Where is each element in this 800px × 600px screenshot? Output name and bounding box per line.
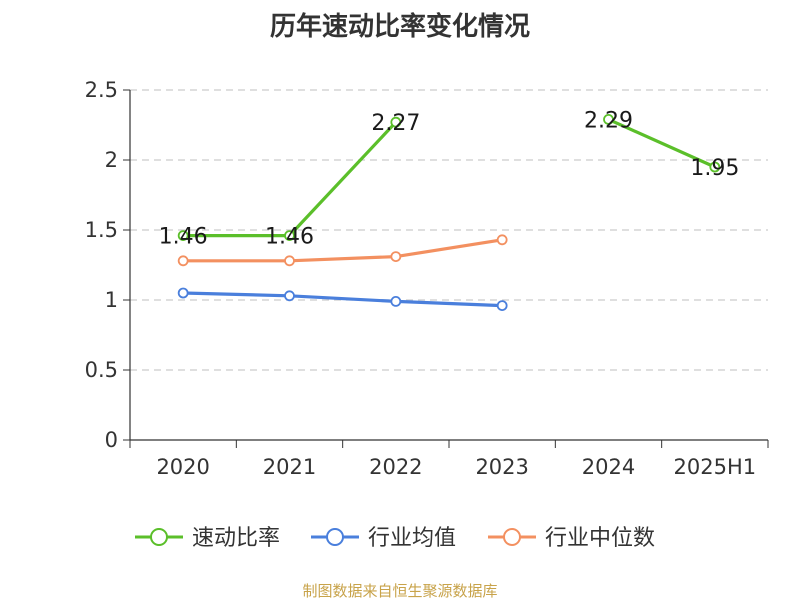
- y-tick-label: 0.5: [85, 358, 118, 382]
- x-tick-label: 2023: [475, 455, 528, 479]
- legend-swatch-marker: [503, 528, 521, 546]
- data-point: [390, 251, 402, 263]
- y-tick-label: 2.5: [85, 78, 118, 102]
- series-line: [181, 291, 504, 308]
- data-point: [177, 230, 189, 242]
- chart-title: 历年速动比率变化情况: [270, 11, 530, 42]
- series-line: [606, 117, 717, 169]
- data-point: [177, 255, 189, 267]
- legend-item-1: 行业均值: [311, 526, 456, 551]
- data-label: 1.95: [690, 156, 739, 181]
- x-tick-label: 2020: [156, 455, 209, 479]
- series-line: [181, 120, 398, 238]
- data-point: [284, 230, 295, 242]
- data-point: [284, 255, 295, 267]
- legend-swatch-marker: [326, 528, 344, 546]
- y-tick-label: 1.5: [85, 218, 118, 242]
- y-tick-label: 0: [105, 428, 118, 452]
- legend-item-0: 速动比率: [135, 526, 280, 551]
- legend-item-2: 行业中位数: [488, 526, 655, 551]
- data-labels: 1.46 1.46 2.27 2.29 1.95: [159, 108, 740, 249]
- series-0: [177, 114, 721, 242]
- data-label: 2.27: [371, 111, 420, 136]
- series-2: [177, 234, 508, 267]
- x-tick-label: 2025H1: [674, 455, 757, 479]
- data-point: [177, 287, 189, 299]
- data-point: [284, 290, 295, 302]
- data-point: [496, 234, 508, 246]
- data-point: [390, 116, 402, 128]
- x-tick-label: 2024: [582, 455, 635, 479]
- x-tick-label: 2021: [263, 455, 316, 479]
- series-lines: [177, 114, 721, 312]
- legend-swatch-marker: [150, 528, 168, 546]
- legend-label: 行业中位数: [545, 526, 655, 551]
- data-point: [709, 161, 721, 173]
- series-line: [181, 238, 504, 263]
- legend: 速动比率 行业均值 行业中位数: [135, 526, 655, 551]
- data-label: 2.29: [584, 108, 633, 133]
- data-point: [496, 300, 508, 312]
- data-label: 1.46: [265, 225, 314, 250]
- legend-label: 行业均值: [368, 526, 456, 551]
- y-tick-label: 2: [105, 148, 118, 172]
- y-tick-label: 1: [105, 288, 118, 312]
- x-tick-label: 2022: [369, 455, 422, 479]
- data-source-note: 制图数据来自恒生聚源数据库: [302, 582, 497, 600]
- data-label: 1.46: [159, 225, 208, 250]
- data-point: [603, 114, 614, 125]
- data-point: [390, 295, 402, 307]
- legend-label: 速动比率: [192, 526, 280, 551]
- axes: 0 0.5 1 1.5 2 2.5 2020 2021 2022 2023 2024 2025H1: [85, 78, 769, 479]
- series-1: [177, 287, 508, 312]
- grid-lines: [130, 89, 768, 371]
